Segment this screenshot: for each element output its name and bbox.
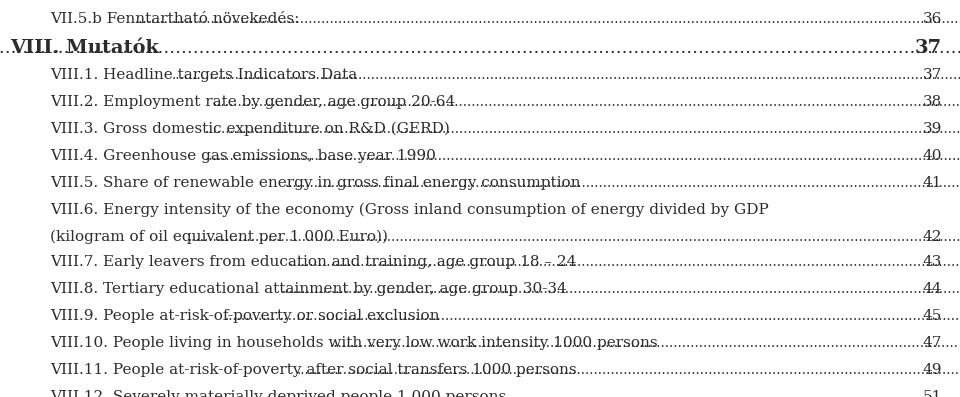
Text: VIII.12. Severely materially deprived people 1.000 persons: VIII.12. Severely materially deprived pe… (50, 390, 506, 397)
Text: 41: 41 (923, 176, 942, 190)
Text: 40: 40 (923, 149, 942, 163)
Text: ................................................................................: ........................................… (0, 39, 960, 57)
Text: ................................................................................: ........................................… (285, 176, 960, 190)
Text: VII.5.b Fenntartható növekedés:: VII.5.b Fenntartható növekedés: (50, 12, 300, 26)
Text: 37: 37 (915, 39, 942, 57)
Text: ................................................................................: ........................................… (172, 68, 960, 82)
Text: VIII.7. Early leavers from education and training, age group 18 – 24: VIII.7. Early leavers from education and… (50, 255, 576, 269)
Text: 39: 39 (923, 122, 942, 136)
Text: ................................................................................: ........................................… (289, 255, 960, 269)
Text: VIII.4. Greenhouse gas emissions, base year 1990: VIII.4. Greenhouse gas emissions, base y… (50, 149, 436, 163)
Text: ................................................................................: ........................................… (297, 363, 960, 377)
Text: 47: 47 (923, 336, 942, 350)
Text: ................................................................................: ........................................… (213, 95, 960, 109)
Text: 49: 49 (923, 363, 942, 377)
Text: VIII.3. Gross domestic expenditure on R&D (GERD): VIII.3. Gross domestic expenditure on R&… (50, 122, 450, 137)
Text: VIII.6. Energy intensity of the economy (Gross inland consumption of energy divi: VIII.6. Energy intensity of the economy … (50, 203, 769, 218)
Text: ................................................................................: ........................................… (204, 122, 960, 136)
Text: ................................................................................: ........................................… (225, 309, 960, 323)
Text: ................................................................................: ........................................… (204, 149, 960, 163)
Text: 51: 51 (923, 390, 942, 397)
Text: 44: 44 (923, 282, 942, 296)
Text: 37: 37 (923, 68, 942, 82)
Text: ................................................................................: ........................................… (280, 282, 960, 296)
Text: 42: 42 (923, 230, 942, 244)
Text: 36: 36 (923, 12, 942, 26)
Text: VIII.9. People at-risk-of-poverty or social exclusion: VIII.9. People at-risk-of-poverty or soc… (50, 309, 440, 323)
Text: (kilogram of oil equivalent per 1 000 Euro)): (kilogram of oil equivalent per 1 000 Eu… (50, 230, 388, 245)
Text: ................................................................................: ........................................… (134, 12, 960, 26)
Text: VIII. Mutatók: VIII. Mutatók (10, 39, 158, 57)
Text: ................................................................................: ........................................… (188, 230, 960, 244)
Text: 38: 38 (923, 95, 942, 109)
Text: ................................................................................: ........................................… (330, 336, 959, 350)
Text: ................................................................................: ........................................… (246, 390, 960, 397)
Text: 45: 45 (923, 309, 942, 323)
Text: VIII.8. Tertiary educational attainment by gender, age group 30-34: VIII.8. Tertiary educational attainment … (50, 282, 566, 296)
Text: 43: 43 (923, 255, 942, 269)
Text: VIII.11. People at-risk-of-poverty after social transfers 1000 persons: VIII.11. People at-risk-of-poverty after… (50, 363, 577, 377)
Text: VIII.5. Share of renewable energy in gross final energy consumption: VIII.5. Share of renewable energy in gro… (50, 176, 581, 190)
Text: VIII.10. People living in households with very low work intensity 1000 persons: VIII.10. People living in households wit… (50, 336, 658, 350)
Text: VIII.1. Headline targets Indicators Data: VIII.1. Headline targets Indicators Data (50, 68, 357, 82)
Text: VIII.2. Employment rate by gender, age group 20-64: VIII.2. Employment rate by gender, age g… (50, 95, 455, 109)
